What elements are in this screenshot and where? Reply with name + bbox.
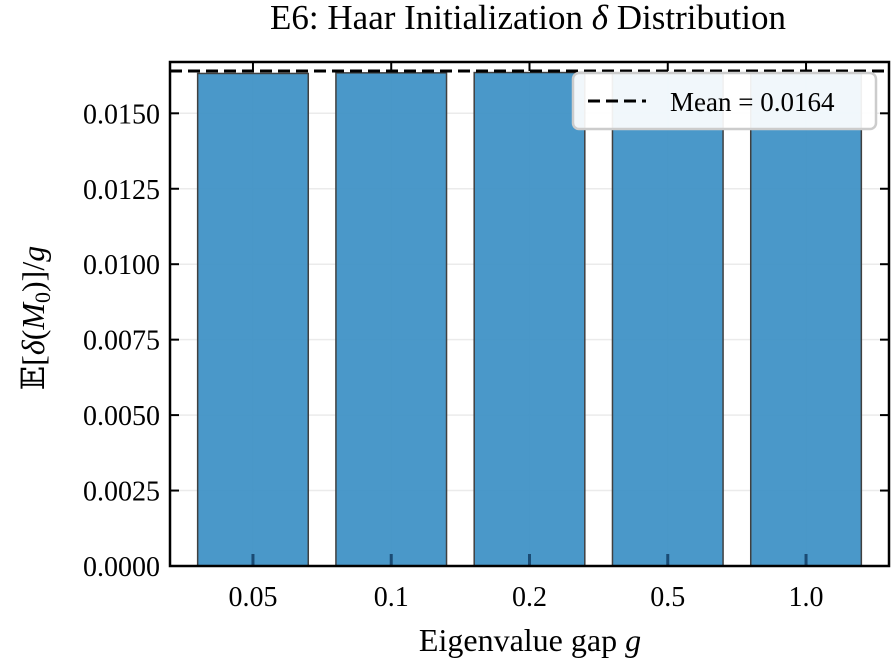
bar [611,72,724,567]
y-label-part: ( [15,330,51,341]
x-tick-label: 0.05 [228,582,277,613]
x-tick-label: 0.5 [650,582,685,613]
y-label-part: g [15,246,51,262]
x-tick-label: 0.2 [512,582,547,613]
bar [473,71,586,567]
y-label-part: M [15,301,51,331]
y-tick-label: 0.0100 [83,250,160,281]
y-axis-ticks: 0.0000 0.0025 0.0050 0.0075 0.0100 0.0125 0.01… [83,99,889,583]
bar [335,72,448,567]
y-tick-label: 0.0050 [83,401,160,432]
x-axis-label: Eigenvalue gap g [419,622,641,658]
y-tick-label: 0.0025 [83,477,160,508]
y-axis-label: 𝔼[δ(M0)]/g [15,246,55,390]
legend-label: Mean = 0.0164 [670,87,835,117]
chart-title-part: E6: Haar Initialization [270,0,592,37]
y-tick-label: 0.0150 [83,99,160,130]
chart-title-part: Distribution [608,0,786,37]
bar [196,72,310,567]
x-tick-label: 0.1 [374,582,409,613]
y-label-part: 𝔼[ [15,355,51,390]
chart-title: E6: Haar Initialization δ Distribution [270,0,786,37]
bars [196,71,863,567]
y-label-part: δ [15,339,51,355]
y-tick-label: 0.0000 [83,552,160,583]
y-tick-label: 0.0075 [83,326,160,357]
y-label-part: )]/ [15,262,51,292]
x-axis-ticks: 0.05 0.1 0.2 0.5 1.0 [228,62,824,613]
bar [749,72,863,567]
x-tick-label: 1.0 [789,582,824,613]
legend: Mean = 0.0164 [571,71,878,131]
chart-title-symbol: δ [592,0,609,37]
x-axis-label-text: Eigenvalue gap [419,622,625,658]
x-axis-label-var: g [625,622,641,658]
y-label-part: 0 [30,292,55,303]
legend-box [571,71,878,131]
y-tick-label: 0.0125 [83,175,160,206]
